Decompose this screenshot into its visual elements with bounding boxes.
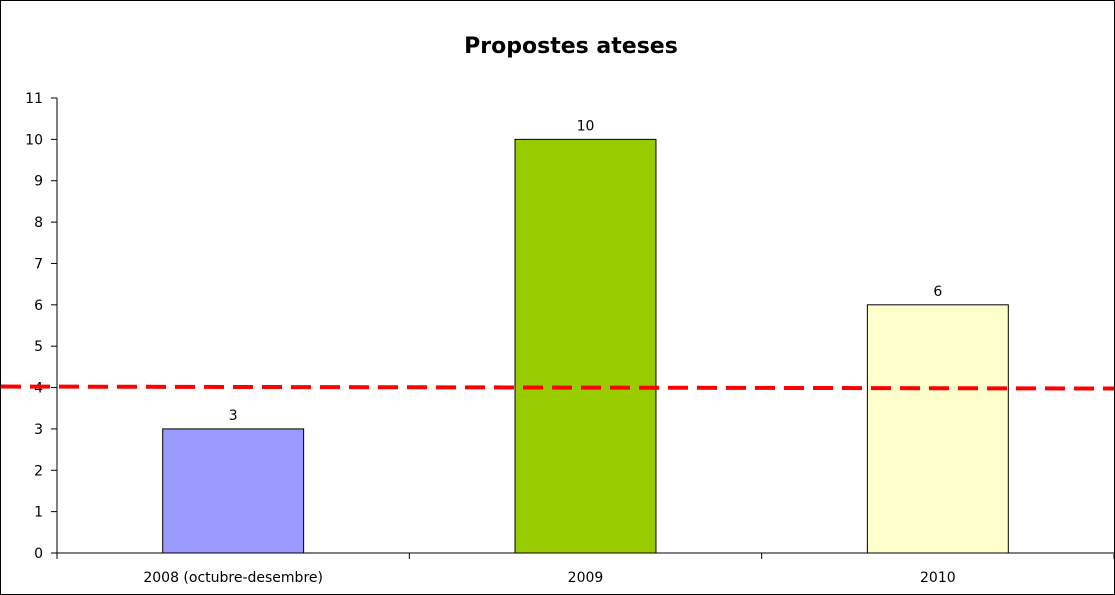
y-tick-label: 5 bbox=[34, 339, 43, 355]
x-category-label: 2009 bbox=[568, 570, 604, 586]
x-axis: 2008 (octubre-desembre) 2009 2010 bbox=[56, 552, 1114, 586]
y-tick-label: 7 bbox=[34, 256, 43, 272]
data-label: 10 bbox=[577, 118, 595, 134]
x-category-label: 2008 (octubre-desembre) bbox=[143, 570, 323, 586]
y-tick-label: 8 bbox=[34, 215, 43, 231]
bar bbox=[162, 428, 305, 554]
data-label: 6 bbox=[933, 284, 942, 300]
y-tick-label: 6 bbox=[34, 298, 43, 314]
y-tick-label: 0 bbox=[34, 546, 43, 562]
reference-line-group bbox=[1, 384, 1114, 391]
bar bbox=[866, 304, 1009, 554]
x-category-label: 2010 bbox=[920, 570, 956, 586]
y-axis: 01234567891011 bbox=[25, 91, 58, 562]
y-tick-label: 11 bbox=[25, 91, 43, 107]
bar bbox=[514, 138, 657, 554]
y-tick-label: 9 bbox=[34, 174, 43, 190]
data-labels: 3 10 6 bbox=[229, 118, 943, 424]
y-tick-label: 10 bbox=[25, 132, 43, 148]
y-tick-label: 3 bbox=[34, 422, 43, 438]
data-label: 3 bbox=[229, 408, 238, 424]
chart-title: Propostes ateses bbox=[464, 34, 678, 59]
y-tick-label: 2 bbox=[34, 463, 43, 479]
reference-line bbox=[1, 384, 1114, 391]
y-tick-label: 1 bbox=[34, 505, 43, 521]
bars bbox=[162, 138, 1009, 554]
